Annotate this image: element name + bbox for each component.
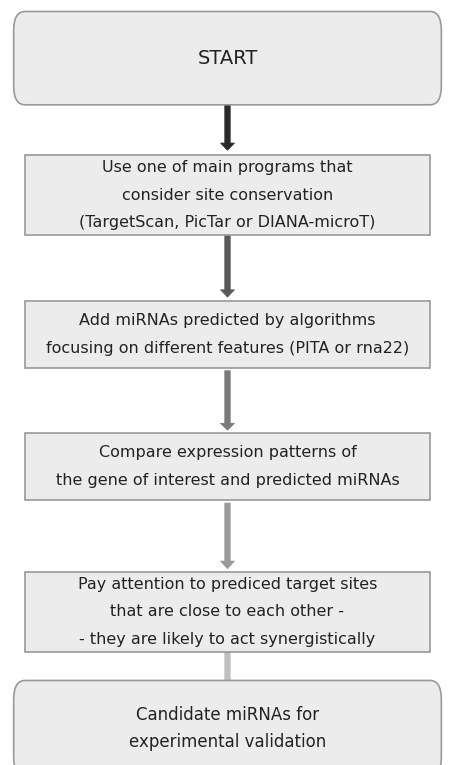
Text: Use one of main programs that: Use one of main programs that: [102, 160, 353, 175]
FancyBboxPatch shape: [14, 11, 441, 105]
FancyBboxPatch shape: [14, 681, 441, 765]
Text: Compare expression patterns of: Compare expression patterns of: [99, 445, 356, 461]
Text: that are close to each other -: that are close to each other -: [111, 604, 344, 620]
Text: Candidate miRNAs for: Candidate miRNAs for: [136, 705, 319, 724]
Text: experimental validation: experimental validation: [129, 733, 326, 751]
Text: START: START: [197, 49, 258, 67]
Text: consider site conservation: consider site conservation: [122, 187, 333, 203]
Text: Add miRNAs predicted by algorithms: Add miRNAs predicted by algorithms: [79, 313, 376, 328]
FancyBboxPatch shape: [25, 433, 430, 500]
Text: (TargetScan, PicTar or DIANA-microT): (TargetScan, PicTar or DIANA-microT): [79, 215, 376, 230]
FancyBboxPatch shape: [25, 301, 430, 368]
Text: Pay attention to prediced target sites: Pay attention to prediced target sites: [78, 577, 377, 592]
Text: the gene of interest and predicted miRNAs: the gene of interest and predicted miRNA…: [56, 473, 399, 488]
Text: - they are likely to act synergistically: - they are likely to act synergistically: [79, 632, 376, 647]
FancyBboxPatch shape: [25, 572, 430, 652]
FancyBboxPatch shape: [25, 155, 430, 236]
Text: focusing on different features (PITA or rna22): focusing on different features (PITA or …: [46, 340, 409, 356]
